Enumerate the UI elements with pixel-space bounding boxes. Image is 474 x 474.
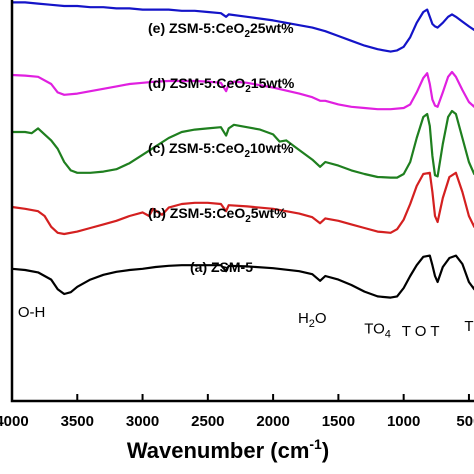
annotation-2: H2O	[298, 310, 327, 330]
x-tick-label-500: 500	[456, 413, 474, 430]
series-line-c	[12, 109, 474, 179]
series-line-b	[11, 171, 474, 236]
x-tick-label-3500: 3500	[61, 413, 94, 430]
x-tick-label-2000: 2000	[256, 413, 289, 430]
series-line-e	[12, 1, 474, 53]
series-label-d: (d) ZSM-5:CeO215wt%	[148, 75, 295, 95]
plot-area	[11, 1, 474, 299]
annotation-1: O-H	[18, 304, 46, 321]
x-tick-label-1500: 1500	[322, 413, 355, 430]
annotations: O-H H2O TO4 T O T T	[18, 304, 474, 341]
x-axis-ticks: 4000 3500 3000 2500 2000 1500 1000 500	[0, 394, 474, 430]
series-label-a: (a) ZSM-5	[190, 259, 253, 275]
series-line-a	[11, 254, 474, 299]
series-labels: (a) ZSM-5 (b) ZSM-5:CeO25wt% (c) ZSM-5:CeO…	[148, 20, 295, 275]
x-tick-label-4000: 4000	[0, 413, 29, 430]
series-line-d	[11, 70, 474, 111]
annotation-5: T	[464, 318, 473, 335]
x-tick-label-2500: 2500	[191, 413, 224, 430]
annotation-4: T O T	[402, 323, 440, 340]
x-axis-title-sup: -1	[309, 436, 322, 452]
annotation-3: TO4	[364, 321, 391, 341]
plot-frame	[10, 0, 474, 403]
x-tick-label-1000: 1000	[387, 413, 420, 430]
x-axis-title: Wavenumber (cm-1)	[127, 436, 329, 463]
series-label-c: (c) ZSM-5:CeO210wt%	[148, 140, 294, 160]
series-label-e: (e) ZSM-5:CeO225wt%	[148, 20, 294, 40]
x-tick-label-3000: 3000	[126, 413, 159, 430]
series-label-b: (b) ZSM-5:CeO25wt%	[148, 205, 287, 225]
